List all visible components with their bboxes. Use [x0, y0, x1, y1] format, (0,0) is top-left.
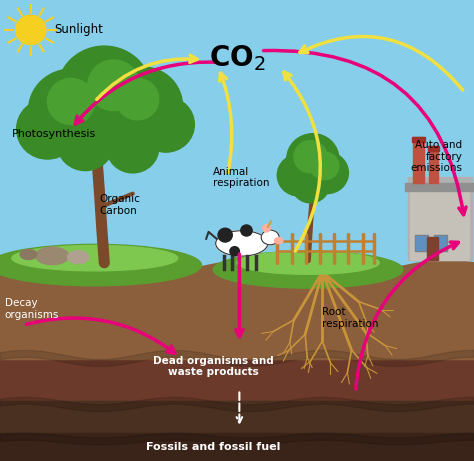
- Polygon shape: [0, 260, 474, 360]
- Circle shape: [277, 154, 320, 196]
- Text: Decay
organisms: Decay organisms: [5, 298, 59, 319]
- Bar: [415, 235, 428, 251]
- Bar: [0, 401, 474, 438]
- Circle shape: [294, 141, 327, 173]
- Ellipse shape: [274, 238, 283, 243]
- Circle shape: [57, 115, 114, 171]
- Circle shape: [230, 247, 239, 256]
- Circle shape: [57, 46, 152, 138]
- Ellipse shape: [20, 249, 36, 260]
- Circle shape: [137, 97, 194, 152]
- Ellipse shape: [216, 230, 268, 256]
- Circle shape: [310, 152, 339, 180]
- Circle shape: [47, 78, 95, 124]
- Circle shape: [263, 225, 270, 232]
- Bar: [413, 137, 424, 183]
- Circle shape: [292, 166, 329, 203]
- Text: Auto and
factory
emissions: Auto and factory emissions: [410, 140, 462, 173]
- Text: Organic
Carbon: Organic Carbon: [100, 195, 140, 216]
- Bar: [412, 137, 425, 142]
- Bar: [0, 267, 474, 360]
- Ellipse shape: [261, 230, 279, 245]
- Text: Animal
respiration: Animal respiration: [213, 167, 270, 188]
- Bar: [405, 183, 474, 191]
- Circle shape: [218, 228, 232, 242]
- Circle shape: [287, 134, 339, 184]
- Ellipse shape: [36, 247, 69, 265]
- Ellipse shape: [213, 251, 403, 288]
- Circle shape: [28, 69, 114, 152]
- Bar: [428, 146, 439, 151]
- Text: Root
respiration: Root respiration: [322, 307, 379, 329]
- Bar: [408, 177, 472, 260]
- Bar: [0, 433, 474, 461]
- Bar: [410, 191, 469, 260]
- Circle shape: [116, 78, 159, 120]
- Bar: [429, 146, 438, 183]
- Circle shape: [241, 225, 252, 236]
- Ellipse shape: [67, 251, 89, 264]
- Bar: [0, 350, 474, 406]
- Circle shape: [16, 15, 46, 45]
- Text: Fossils and fossil fuel: Fossils and fossil fuel: [146, 442, 281, 452]
- Ellipse shape: [12, 245, 178, 271]
- Ellipse shape: [0, 244, 201, 286]
- Circle shape: [102, 67, 182, 145]
- Circle shape: [107, 122, 159, 173]
- Bar: [434, 235, 447, 251]
- Ellipse shape: [237, 251, 379, 274]
- Text: Sunlight: Sunlight: [55, 24, 103, 36]
- Bar: [415, 235, 428, 251]
- Circle shape: [306, 152, 348, 194]
- Text: Photosynthesis: Photosynthesis: [12, 129, 96, 139]
- Circle shape: [17, 99, 78, 159]
- Bar: [434, 235, 447, 251]
- Text: CO$_2$: CO$_2$: [209, 43, 265, 72]
- Circle shape: [88, 60, 140, 111]
- Text: Dead organisms and
waste products: Dead organisms and waste products: [153, 356, 273, 377]
- Bar: [427, 237, 438, 260]
